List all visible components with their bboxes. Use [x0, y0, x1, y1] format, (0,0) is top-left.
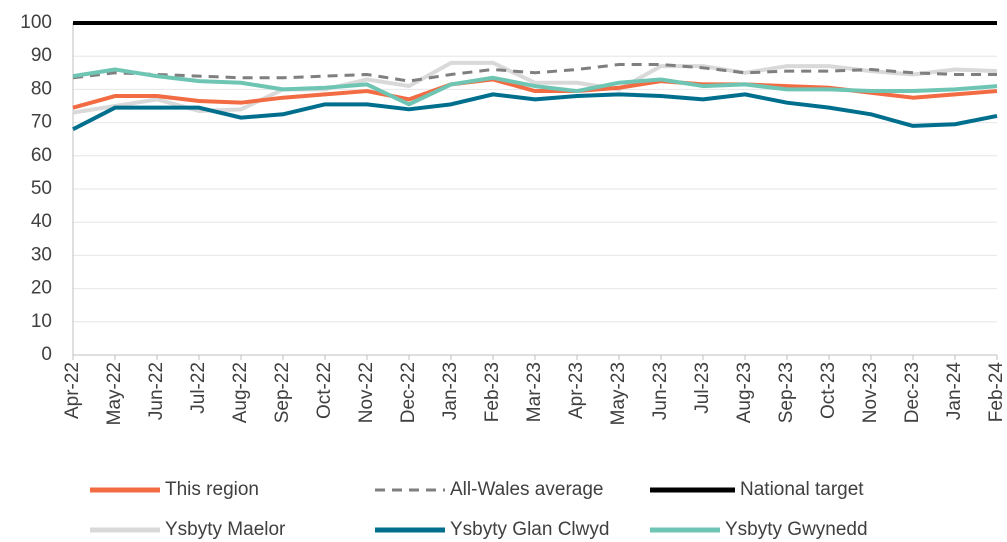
y-tick-label: 20	[31, 278, 52, 299]
y-tick-label: 70	[31, 112, 52, 133]
y-tick-label: 40	[31, 211, 52, 232]
x-tick-label: May-23	[608, 362, 629, 425]
x-tick-label: Mar-23	[524, 362, 545, 422]
x-tick-label: Feb-23	[482, 362, 503, 422]
x-tick-label: Jan-24	[944, 362, 965, 421]
x-tick-label: Jun-23	[650, 362, 671, 420]
series-line	[72, 92, 998, 132]
x-tick-label: Sep-23	[776, 362, 797, 423]
x-tick-label: Aug-22	[230, 362, 251, 423]
series-line	[72, 67, 998, 107]
legend-label: This region	[165, 479, 259, 500]
x-tick-label: May-22	[104, 362, 125, 425]
x-tick-label: Nov-23	[860, 362, 881, 423]
legend-label: Ysbyty Gwynedd	[725, 519, 868, 540]
y-tick-label: 60	[31, 145, 52, 166]
x-tick-label: Jun-22	[146, 362, 167, 420]
y-tick-label: 30	[31, 244, 52, 265]
x-tick-label: Sep-22	[272, 362, 293, 423]
y-tick-label: 10	[31, 311, 52, 332]
x-tick-label: Apr-22	[62, 362, 83, 419]
x-tick-label: Nov-22	[356, 362, 377, 423]
x-tick-label: Jul-23	[692, 362, 713, 414]
legend-label: Ysbyty Maelor	[165, 519, 286, 540]
x-tick-label: Dec-22	[398, 362, 419, 423]
y-tick-label: 50	[31, 178, 52, 199]
x-tick-label: Feb-24	[986, 362, 1007, 423]
x-tick-label: Apr-23	[566, 362, 587, 419]
x-tick-label: Oct-22	[314, 362, 335, 419]
series-line	[72, 63, 997, 83]
x-tick-label: Jul-22	[188, 362, 209, 414]
legend-label: National target	[740, 479, 864, 500]
legend-label: All-Wales average	[450, 479, 603, 500]
y-tick-label: 80	[31, 78, 52, 99]
y-tick-label: 100	[20, 12, 52, 33]
legend-label: Ysbyty Glan Clwyd	[450, 519, 609, 540]
x-tick-label: Dec-23	[902, 362, 923, 423]
series-line	[72, 60, 998, 115]
y-tick-label: 0	[41, 344, 52, 365]
y-tick-label: 90	[31, 45, 52, 66]
x-tick-label: Oct-23	[818, 362, 839, 419]
x-tick-label: Jan-23	[440, 362, 461, 420]
x-tick-label: Aug-23	[734, 362, 755, 423]
